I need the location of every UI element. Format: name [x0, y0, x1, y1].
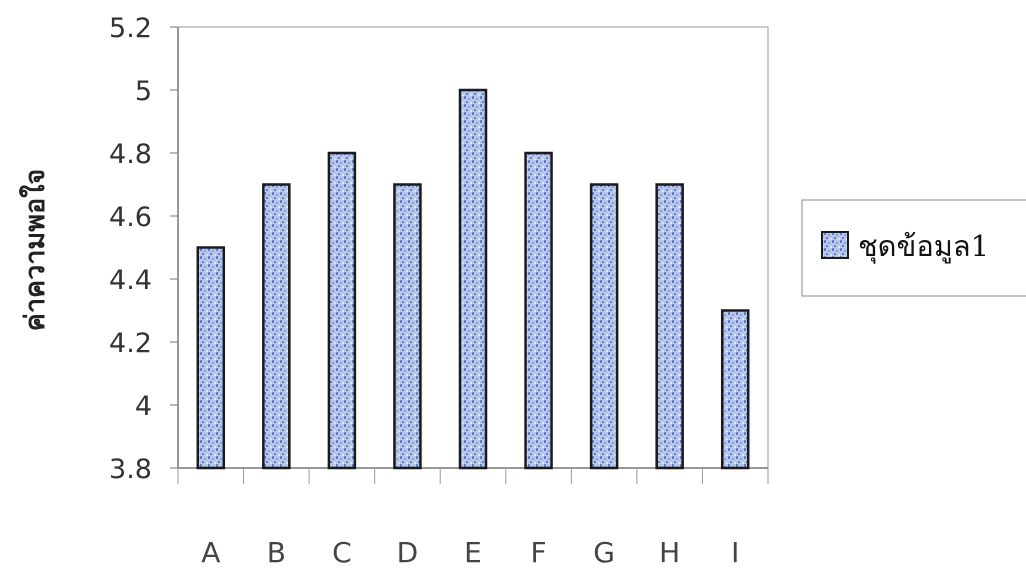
x-tick-label: G — [593, 536, 615, 569]
y-tick-label: 4.4 — [109, 265, 152, 296]
x-tick-label: I — [731, 536, 739, 569]
x-tick-label: A — [201, 536, 220, 569]
legend-swatch — [821, 231, 849, 259]
legend-entry-label: ชุดข้อมูล1 — [858, 229, 989, 264]
bar-B — [262, 183, 291, 470]
y-axis-ticks: 5.2 5 4.8 4.6 4.4 4.2 4 3.8 — [109, 13, 178, 485]
x-tick-label: C — [332, 536, 352, 569]
bar-I — [720, 309, 750, 470]
y-tick-label: 4 — [135, 391, 152, 422]
bar-A — [196, 246, 226, 470]
bar-C — [327, 151, 357, 470]
x-tick-label: D — [397, 536, 419, 569]
x-tick-label: F — [531, 536, 547, 569]
bar-F — [524, 151, 553, 470]
bar-series — [196, 88, 750, 470]
x-tick-label: E — [464, 536, 482, 569]
y-tick-label: 4.2 — [109, 328, 152, 359]
bar-G — [589, 183, 619, 470]
x-axis-tick-labels: A B C D E F G H I — [201, 536, 739, 569]
x-axis-ticks — [177, 468, 769, 484]
y-tick-label: 4.6 — [109, 202, 152, 233]
y-tick-label: 5 — [135, 76, 152, 107]
x-tick-label: H — [659, 536, 680, 569]
y-tick-label: 3.8 — [109, 454, 152, 485]
x-tick-label: B — [267, 536, 286, 569]
bar-D — [393, 183, 422, 470]
bar-E — [458, 88, 488, 470]
y-axis-label: ค่าความพอใจ — [19, 169, 51, 331]
y-tick-label: 4.8 — [109, 139, 152, 170]
y-tick-label: 5.2 — [109, 13, 152, 44]
legend: ชุดข้อมูล1 — [801, 199, 1026, 297]
bar-H — [655, 183, 684, 470]
